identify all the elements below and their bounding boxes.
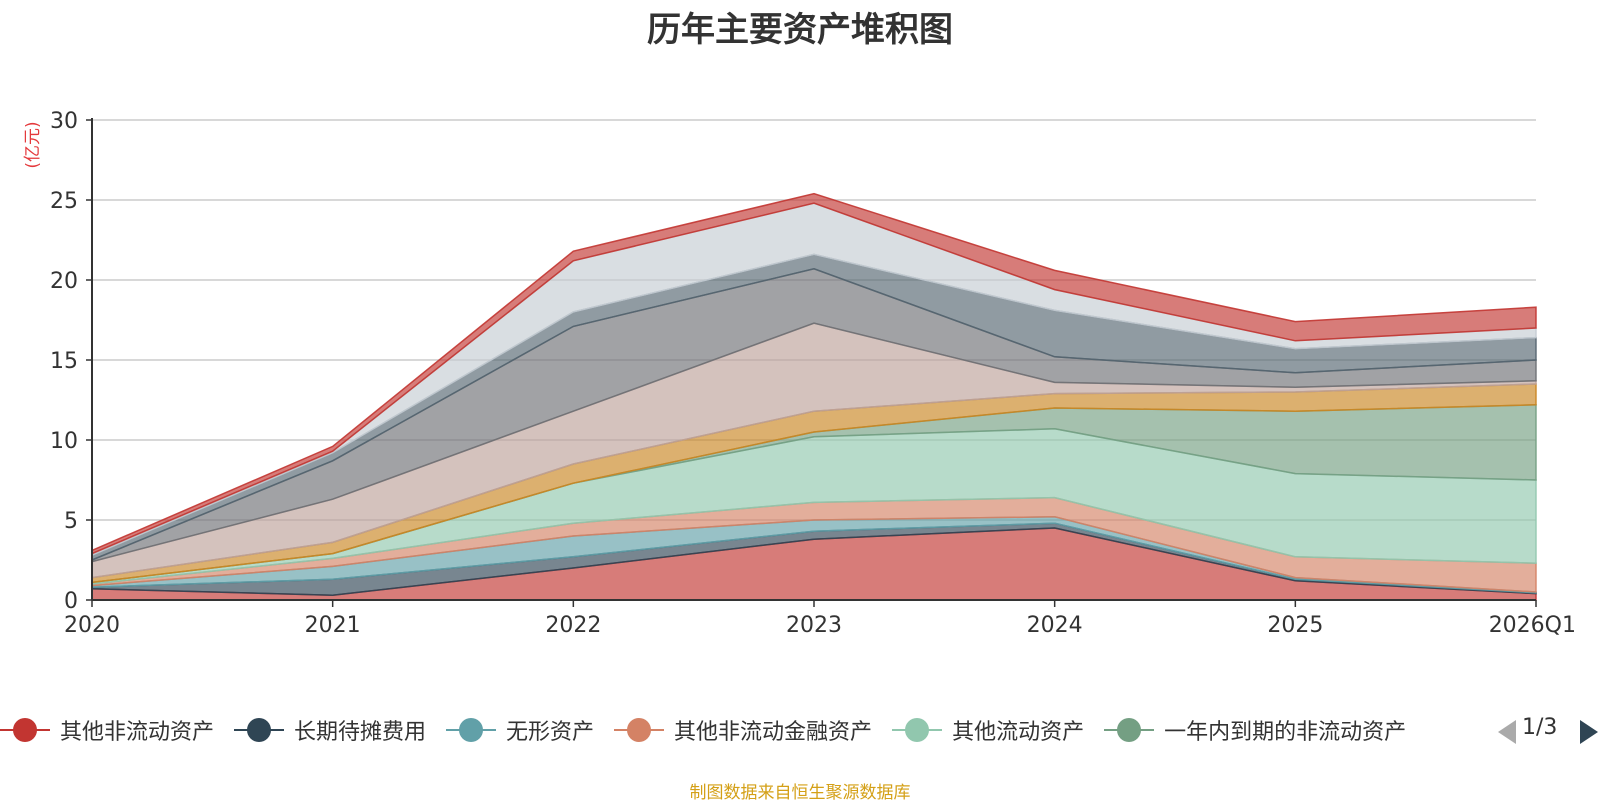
x-tick-label: 2021: [305, 613, 361, 638]
legend-marker-icon: [892, 712, 943, 748]
x-tick-label: 2024: [1027, 613, 1083, 638]
legend-marker-icon: [234, 712, 285, 748]
legend-marker-icon: [446, 712, 497, 748]
x-tick-label: 2023: [786, 613, 842, 638]
legend-item[interactable]: 无形资产: [446, 712, 594, 748]
legend-label: 一年内到期的非流动资产: [1164, 720, 1407, 745]
legend-marker-icon: [1104, 712, 1155, 748]
legend-label: 其他非流动金融资产: [674, 720, 873, 745]
legend-prev-icon[interactable]: [1498, 720, 1516, 744]
legend-label: 其他流动资产: [952, 720, 1085, 745]
y-tick-label: 0: [64, 589, 78, 614]
legend-item[interactable]: 其他非流动金融资产: [614, 712, 872, 748]
x-tick-label: 2022: [545, 613, 601, 638]
legend-item[interactable]: 其他流动资产: [892, 712, 1084, 748]
legend: 其他非流动资产 长期待摊费用 无形资产 其他非流动金融资产 其他流动资产 一年内到期的非流…: [0, 712, 1600, 748]
legend-label: 长期待摊费用: [294, 720, 427, 745]
legend-marker-icon: [0, 712, 50, 748]
area-layer: [91, 192, 1537, 601]
x-tick-label: 2026Q1: [1489, 613, 1576, 638]
legend-items: 其他非流动资产 长期待摊费用 无形资产 其他非流动金融资产 其他流动资产 一年内到期的非流…: [0, 712, 1487, 748]
y-tick-label: 15: [50, 349, 78, 374]
legend-item[interactable]: 其他非流动资产: [0, 712, 214, 748]
chart-title: 历年主要资产堆积图: [647, 10, 953, 50]
source-note: 制图数据来自恒生聚源数据库: [689, 783, 911, 803]
y-axis-label: (亿元): [23, 121, 43, 168]
y-tick-label: 25: [50, 189, 78, 214]
legend-label: 其他非流动资产: [60, 720, 215, 745]
legend-pager: 1/3: [1498, 712, 1598, 748]
legend-item[interactable]: 一年内到期的非流动资产: [1104, 712, 1406, 748]
y-tick-label: 10: [50, 429, 78, 454]
legend-label: 无形资产: [506, 720, 595, 745]
y-tick-label: 30: [50, 109, 78, 134]
x-tick-label: 2020: [64, 613, 120, 638]
y-tick-label: 20: [50, 269, 78, 294]
legend-item[interactable]: 长期待摊费用: [234, 712, 426, 748]
y-tick-label: 5: [64, 509, 78, 534]
legend-next-icon[interactable]: [1580, 720, 1598, 744]
x-tick-label: 2025: [1267, 613, 1323, 638]
legend-page-indicator: 1/3: [1522, 715, 1558, 740]
legend-marker-icon: [614, 712, 665, 748]
area-series-12[interactable]: [91, 192, 1537, 555]
